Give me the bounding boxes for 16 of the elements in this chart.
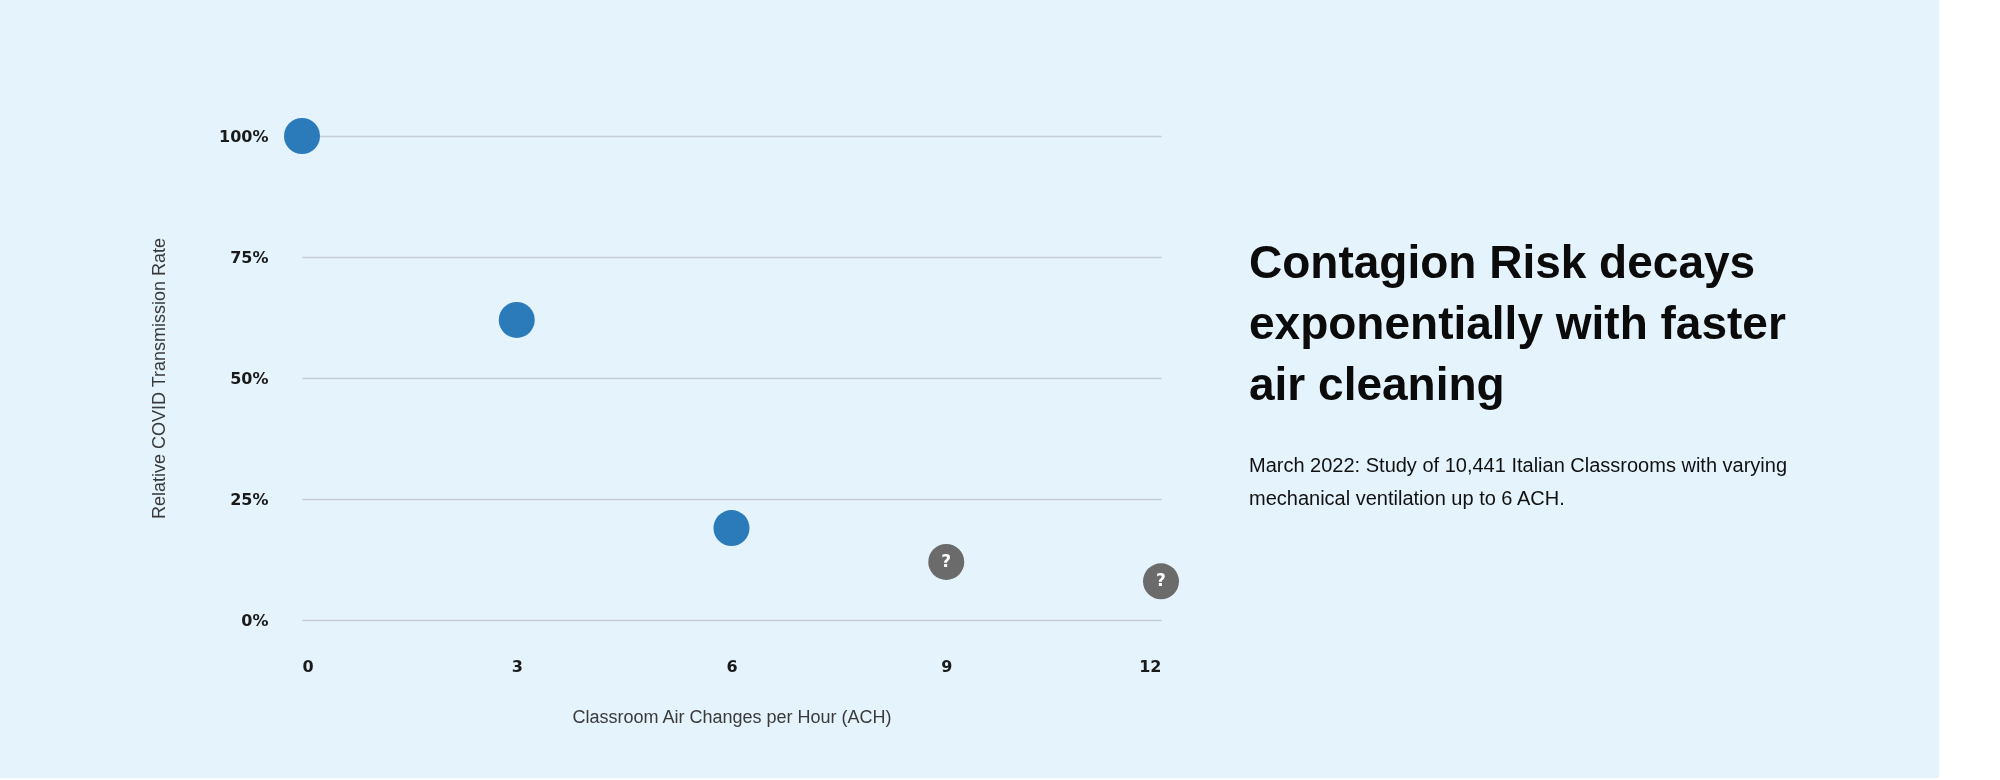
- text: Contagion Risk decays exponentially with faster air cleaning: [1249, 236, 1786, 410]
- y-tick-label: 75%: [230, 247, 269, 267]
- annotation: ?: [1156, 570, 1166, 591]
- annotation: ?: [941, 550, 952, 571]
- y-tick-label: 100%: [219, 126, 269, 146]
- y-tick-label: 25%: [230, 489, 269, 509]
- x-tick-label: 12: [1139, 656, 1162, 676]
- x-tick-label: 3: [511, 656, 523, 676]
- x-tick-label: 0: [302, 656, 314, 676]
- x-tick-label: 6: [726, 656, 738, 676]
- y-tick-label: 50%: [230, 368, 269, 388]
- x-tick-label: 9: [941, 656, 953, 676]
- text: March 2022: Study of 10,441 Italian Classrooms with varying mechanical ventilation up to 6 ACH.: [1249, 454, 1788, 509]
- x-axis-title: Classroom Air Changes per Hour (ACH): [572, 706, 892, 727]
- y-tick-label: 0%: [241, 610, 269, 630]
- y-axis-title: Relative COVID Transmission Rate: [149, 237, 170, 520]
